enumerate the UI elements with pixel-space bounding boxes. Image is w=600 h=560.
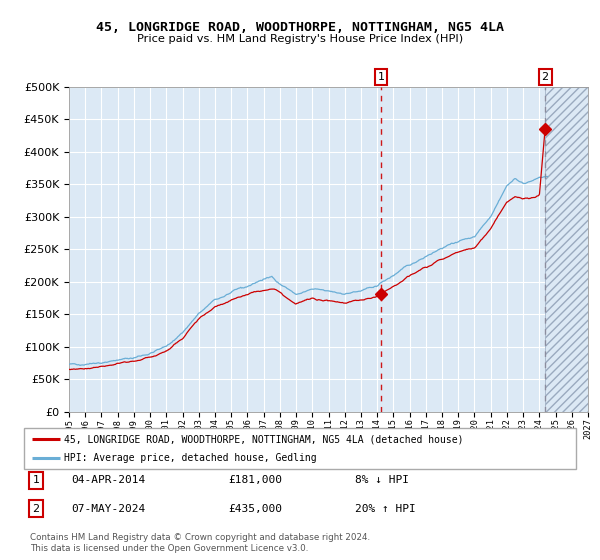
Text: 2: 2 xyxy=(32,503,40,514)
Text: 45, LONGRIDGE ROAD, WOODTHORPE, NOTTINGHAM, NG5 4LA: 45, LONGRIDGE ROAD, WOODTHORPE, NOTTINGH… xyxy=(96,21,504,34)
Text: This data is licensed under the Open Government Licence v3.0.: This data is licensed under the Open Gov… xyxy=(30,544,308,553)
Text: 8% ↓ HPI: 8% ↓ HPI xyxy=(355,475,409,486)
Text: 04-APR-2014: 04-APR-2014 xyxy=(71,475,145,486)
Text: £181,000: £181,000 xyxy=(228,475,282,486)
Text: Price paid vs. HM Land Registry's House Price Index (HPI): Price paid vs. HM Land Registry's House … xyxy=(137,34,463,44)
Bar xyxy=(545,87,588,412)
Text: 2: 2 xyxy=(542,72,549,82)
Text: 20% ↑ HPI: 20% ↑ HPI xyxy=(355,503,416,514)
Text: Contains HM Land Registry data © Crown copyright and database right 2024.: Contains HM Land Registry data © Crown c… xyxy=(30,533,370,542)
Text: £435,000: £435,000 xyxy=(228,503,282,514)
Text: 45, LONGRIDGE ROAD, WOODTHORPE, NOTTINGHAM, NG5 4LA (detached house): 45, LONGRIDGE ROAD, WOODTHORPE, NOTTINGH… xyxy=(64,435,463,444)
Text: 07-MAY-2024: 07-MAY-2024 xyxy=(71,503,145,514)
Text: 1: 1 xyxy=(32,475,40,486)
Text: 1: 1 xyxy=(378,72,385,82)
FancyBboxPatch shape xyxy=(24,428,576,469)
Text: HPI: Average price, detached house, Gedling: HPI: Average price, detached house, Gedl… xyxy=(64,453,316,463)
